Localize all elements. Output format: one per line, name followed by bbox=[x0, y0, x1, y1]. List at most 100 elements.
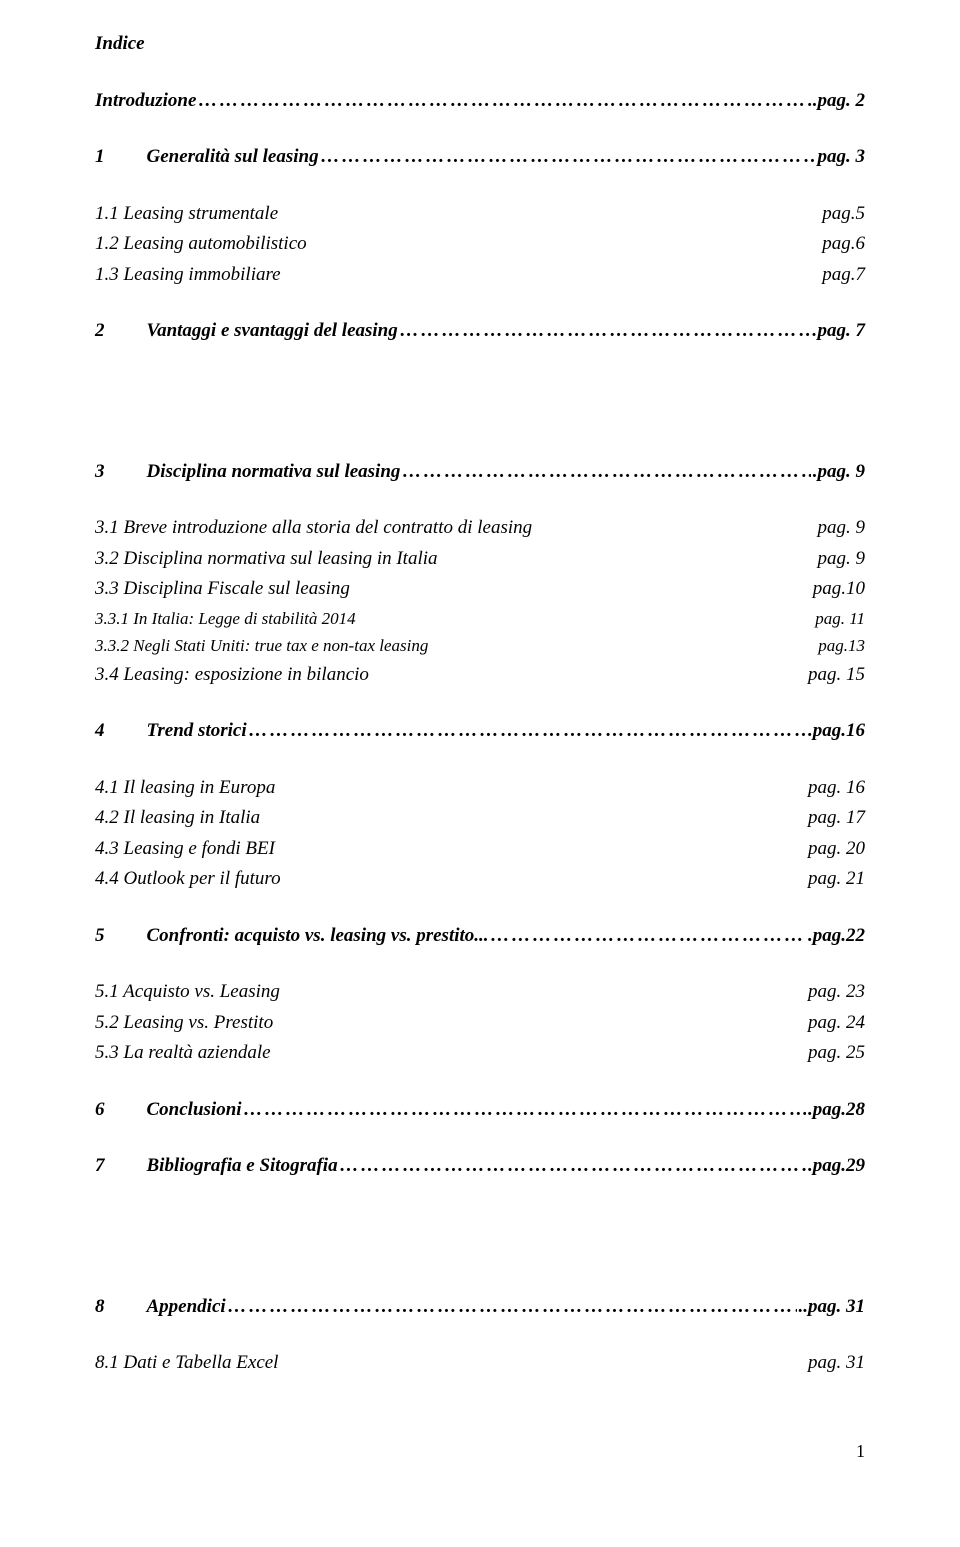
chapter-num: 8 bbox=[95, 1293, 105, 1322]
chapter-5-heading: 5 Confronti: acquisto vs. leasing vs. pr… bbox=[95, 922, 865, 951]
chapter-num: 4 bbox=[95, 717, 105, 746]
toc-sub-item: 3.1 Breve introduzione alla storia del c… bbox=[95, 514, 865, 543]
sub-label: 5.2 Leasing vs. Prestito bbox=[95, 1009, 273, 1038]
toc-sub-item: 4.1 Il leasing in Europa pag. 16 bbox=[95, 774, 865, 803]
sub-page: pag.10 bbox=[813, 575, 865, 604]
toc-sub-item: 3.3.1 In Italia: Legge di stabilità 2014… bbox=[95, 606, 865, 632]
chapter-8-subs: 8.1 Dati e Tabella Excel pag. 31 bbox=[95, 1349, 865, 1378]
chapter-1-heading: 1 Generalità sul leasing pag. 3 bbox=[95, 143, 865, 172]
sub-page: pag. 23 bbox=[808, 978, 865, 1007]
sub-page: pag. 15 bbox=[808, 661, 865, 690]
sub-label: 1.2 Leasing automobilistico bbox=[95, 230, 307, 259]
leader-dots bbox=[340, 1152, 806, 1181]
chapter-label: Appendici bbox=[111, 1293, 226, 1322]
toc-sub-item: 4.2 Il leasing in Italia pag. 17 bbox=[95, 804, 865, 833]
sub-page: pag. 16 bbox=[808, 774, 865, 803]
sub-label: 3.2 Disciplina normativa sul leasing in … bbox=[95, 545, 438, 574]
sub-label: 3.1 Breve introduzione alla storia del c… bbox=[95, 514, 532, 543]
leader-dots bbox=[228, 1293, 797, 1322]
chapter-page: pag. 7 bbox=[818, 317, 866, 346]
sub-label: 3.3 Disciplina Fiscale sul leasing bbox=[95, 575, 350, 604]
leader-dots bbox=[400, 317, 816, 346]
leader-dots bbox=[321, 143, 816, 172]
toc-sub-item: 1.2 Leasing automobilistico pag.6 bbox=[95, 230, 865, 259]
chapter-3-subs: 3.1 Breve introduzione alla storia del c… bbox=[95, 514, 865, 689]
intro-heading: Introduzione ..pag. 2 bbox=[95, 87, 865, 116]
chapter-5-subs: 5.1 Acquisto vs. Leasing pag. 23 5.2 Lea… bbox=[95, 978, 865, 1068]
chapter-6-heading: 6 Conclusioni .pag.28 bbox=[95, 1096, 865, 1125]
sub-page: pag.5 bbox=[822, 200, 865, 229]
sub-page: pag.13 bbox=[818, 633, 865, 659]
sub-label: 4.4 Outlook per il futuro bbox=[95, 865, 281, 894]
toc-sub-item: 1.3 Leasing immobiliare pag.7 bbox=[95, 261, 865, 290]
chapter-label: Confronti: acquisto vs. leasing vs. pres… bbox=[111, 922, 489, 951]
leader-dots bbox=[491, 922, 806, 951]
sub-label: 3.4 Leasing: esposizione in bilancio bbox=[95, 661, 369, 690]
chapter-7-heading: 7 Bibliografia e Sitografia .pag.29 bbox=[95, 1152, 865, 1181]
leader-dots bbox=[402, 458, 810, 487]
sub-page: pag. 21 bbox=[808, 865, 865, 894]
page-number: 1 bbox=[95, 1438, 865, 1465]
chapter-page: .pag.29 bbox=[808, 1152, 865, 1181]
sub-label: 1.1 Leasing strumentale bbox=[95, 200, 278, 229]
chapter-label: Trend storici bbox=[111, 717, 247, 746]
chapter-page: .pag.22 bbox=[808, 922, 865, 951]
chapter-label: Vantaggi e svantaggi del leasing bbox=[111, 317, 398, 346]
chapter-label: Bibliografia e Sitografia bbox=[111, 1152, 338, 1181]
sub-page: pag.7 bbox=[822, 261, 865, 290]
chapter-num: 2 bbox=[95, 317, 105, 346]
chapter-label: Conclusioni bbox=[111, 1096, 242, 1125]
sub-label: 3.3.1 In Italia: Legge di stabilità 2014 bbox=[95, 606, 356, 632]
sub-page: pag. 11 bbox=[815, 606, 865, 632]
toc-sub-item: 3.3 Disciplina Fiscale sul leasing pag.1… bbox=[95, 575, 865, 604]
toc-sub-item: 5.2 Leasing vs. Prestito pag. 24 bbox=[95, 1009, 865, 1038]
sub-page: pag. 9 bbox=[818, 545, 866, 574]
chapter-label: Disciplina normativa sul leasing bbox=[111, 458, 401, 487]
chapter-4-subs: 4.1 Il leasing in Europa pag. 16 4.2 Il … bbox=[95, 774, 865, 894]
sub-label: 1.3 Leasing immobiliare bbox=[95, 261, 281, 290]
sub-label: 5.1 Acquisto vs. Leasing bbox=[95, 978, 280, 1007]
chapter-page: .pag.16 bbox=[808, 717, 865, 746]
chapter-page: pag. 3 bbox=[818, 143, 866, 172]
sub-label: 4.1 Il leasing in Europa bbox=[95, 774, 275, 803]
sub-page: pag. 17 bbox=[808, 804, 865, 833]
sub-label: 3.3.2 Negli Stati Uniti: true tax e non-… bbox=[95, 633, 428, 659]
toc-sub-item: 5.1 Acquisto vs. Leasing pag. 23 bbox=[95, 978, 865, 1007]
toc-sub-item: 3.3.2 Negli Stati Uniti: true tax e non-… bbox=[95, 633, 865, 659]
chapter-num: 7 bbox=[95, 1152, 105, 1181]
sub-page: pag. 20 bbox=[808, 835, 865, 864]
intro-page: ..pag. 2 bbox=[808, 87, 865, 116]
chapter-1-subs: 1.1 Leasing strumentale pag.5 1.2 Leasin… bbox=[95, 200, 865, 290]
chapter-num: 6 bbox=[95, 1096, 105, 1125]
chapter-page: ..pag. 31 bbox=[799, 1293, 866, 1322]
chapter-page: .pag. 9 bbox=[813, 458, 865, 487]
sub-page: pag.6 bbox=[822, 230, 865, 259]
leader-dots bbox=[198, 87, 806, 116]
sub-page: pag. 31 bbox=[808, 1349, 865, 1378]
chapter-num: 5 bbox=[95, 922, 105, 951]
sub-page: pag. 25 bbox=[808, 1039, 865, 1068]
toc-sub-item: 4.4 Outlook per il futuro pag. 21 bbox=[95, 865, 865, 894]
toc-sub-item: 1.1 Leasing strumentale pag.5 bbox=[95, 200, 865, 229]
sub-page: pag. 9 bbox=[818, 514, 866, 543]
sub-label: 5.3 La realtà aziendale bbox=[95, 1039, 271, 1068]
sub-label: 4.3 Leasing e fondi BEI bbox=[95, 835, 275, 864]
chapter-2-heading: 2 Vantaggi e svantaggi del leasing pag. … bbox=[95, 317, 865, 346]
sub-label: 8.1 Dati e Tabella Excel bbox=[95, 1349, 278, 1378]
chapter-8-heading: 8 Appendici ..pag. 31 bbox=[95, 1293, 865, 1322]
toc-sub-item: 3.4 Leasing: esposizione in bilancio pag… bbox=[95, 661, 865, 690]
chapter-label: Generalità sul leasing bbox=[111, 143, 319, 172]
chapter-page: .pag.28 bbox=[808, 1096, 865, 1125]
document-title: Indice bbox=[95, 30, 865, 59]
toc-sub-item: 4.3 Leasing e fondi BEI pag. 20 bbox=[95, 835, 865, 864]
chapter-num: 3 bbox=[95, 458, 105, 487]
chapter-num: 1 bbox=[95, 143, 105, 172]
intro-label: Introduzione bbox=[95, 87, 196, 116]
chapter-3-heading: 3 Disciplina normativa sul leasing .pag.… bbox=[95, 458, 865, 487]
leader-dots bbox=[249, 717, 806, 746]
toc-sub-item: 8.1 Dati e Tabella Excel pag. 31 bbox=[95, 1349, 865, 1378]
toc-sub-item: 5.3 La realtà aziendale pag. 25 bbox=[95, 1039, 865, 1068]
leader-dots bbox=[244, 1096, 806, 1125]
chapter-4-heading: 4 Trend storici .pag.16 bbox=[95, 717, 865, 746]
sub-page: pag. 24 bbox=[808, 1009, 865, 1038]
